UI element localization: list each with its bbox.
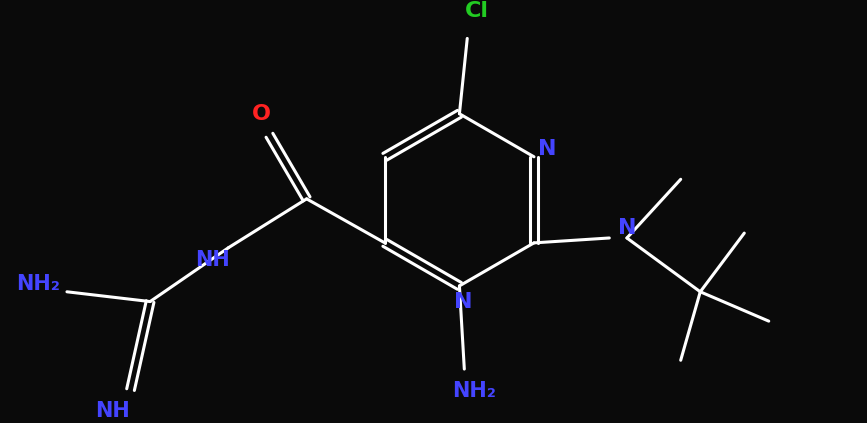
Text: N: N: [617, 218, 636, 238]
Text: N: N: [454, 291, 473, 312]
Text: NH₂: NH₂: [16, 274, 60, 294]
Text: O: O: [252, 104, 271, 124]
Text: NH₂: NH₂: [453, 381, 496, 401]
Text: Cl: Cl: [465, 1, 489, 21]
Text: N: N: [538, 139, 557, 159]
Text: NH: NH: [95, 401, 130, 421]
Text: NH: NH: [195, 250, 230, 269]
